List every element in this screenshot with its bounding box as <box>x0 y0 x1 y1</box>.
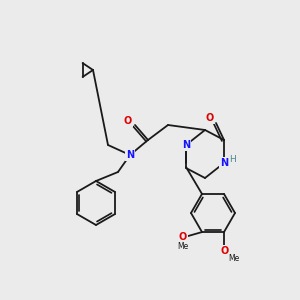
Text: Me: Me <box>228 254 240 262</box>
Text: N: N <box>126 150 134 160</box>
Text: O: O <box>221 246 229 256</box>
Text: O: O <box>124 116 132 126</box>
Text: O: O <box>179 232 187 242</box>
Text: N: N <box>220 158 228 168</box>
Text: N: N <box>182 140 190 150</box>
Text: O: O <box>206 113 214 123</box>
Text: H: H <box>230 155 236 164</box>
Text: Me: Me <box>177 242 189 250</box>
